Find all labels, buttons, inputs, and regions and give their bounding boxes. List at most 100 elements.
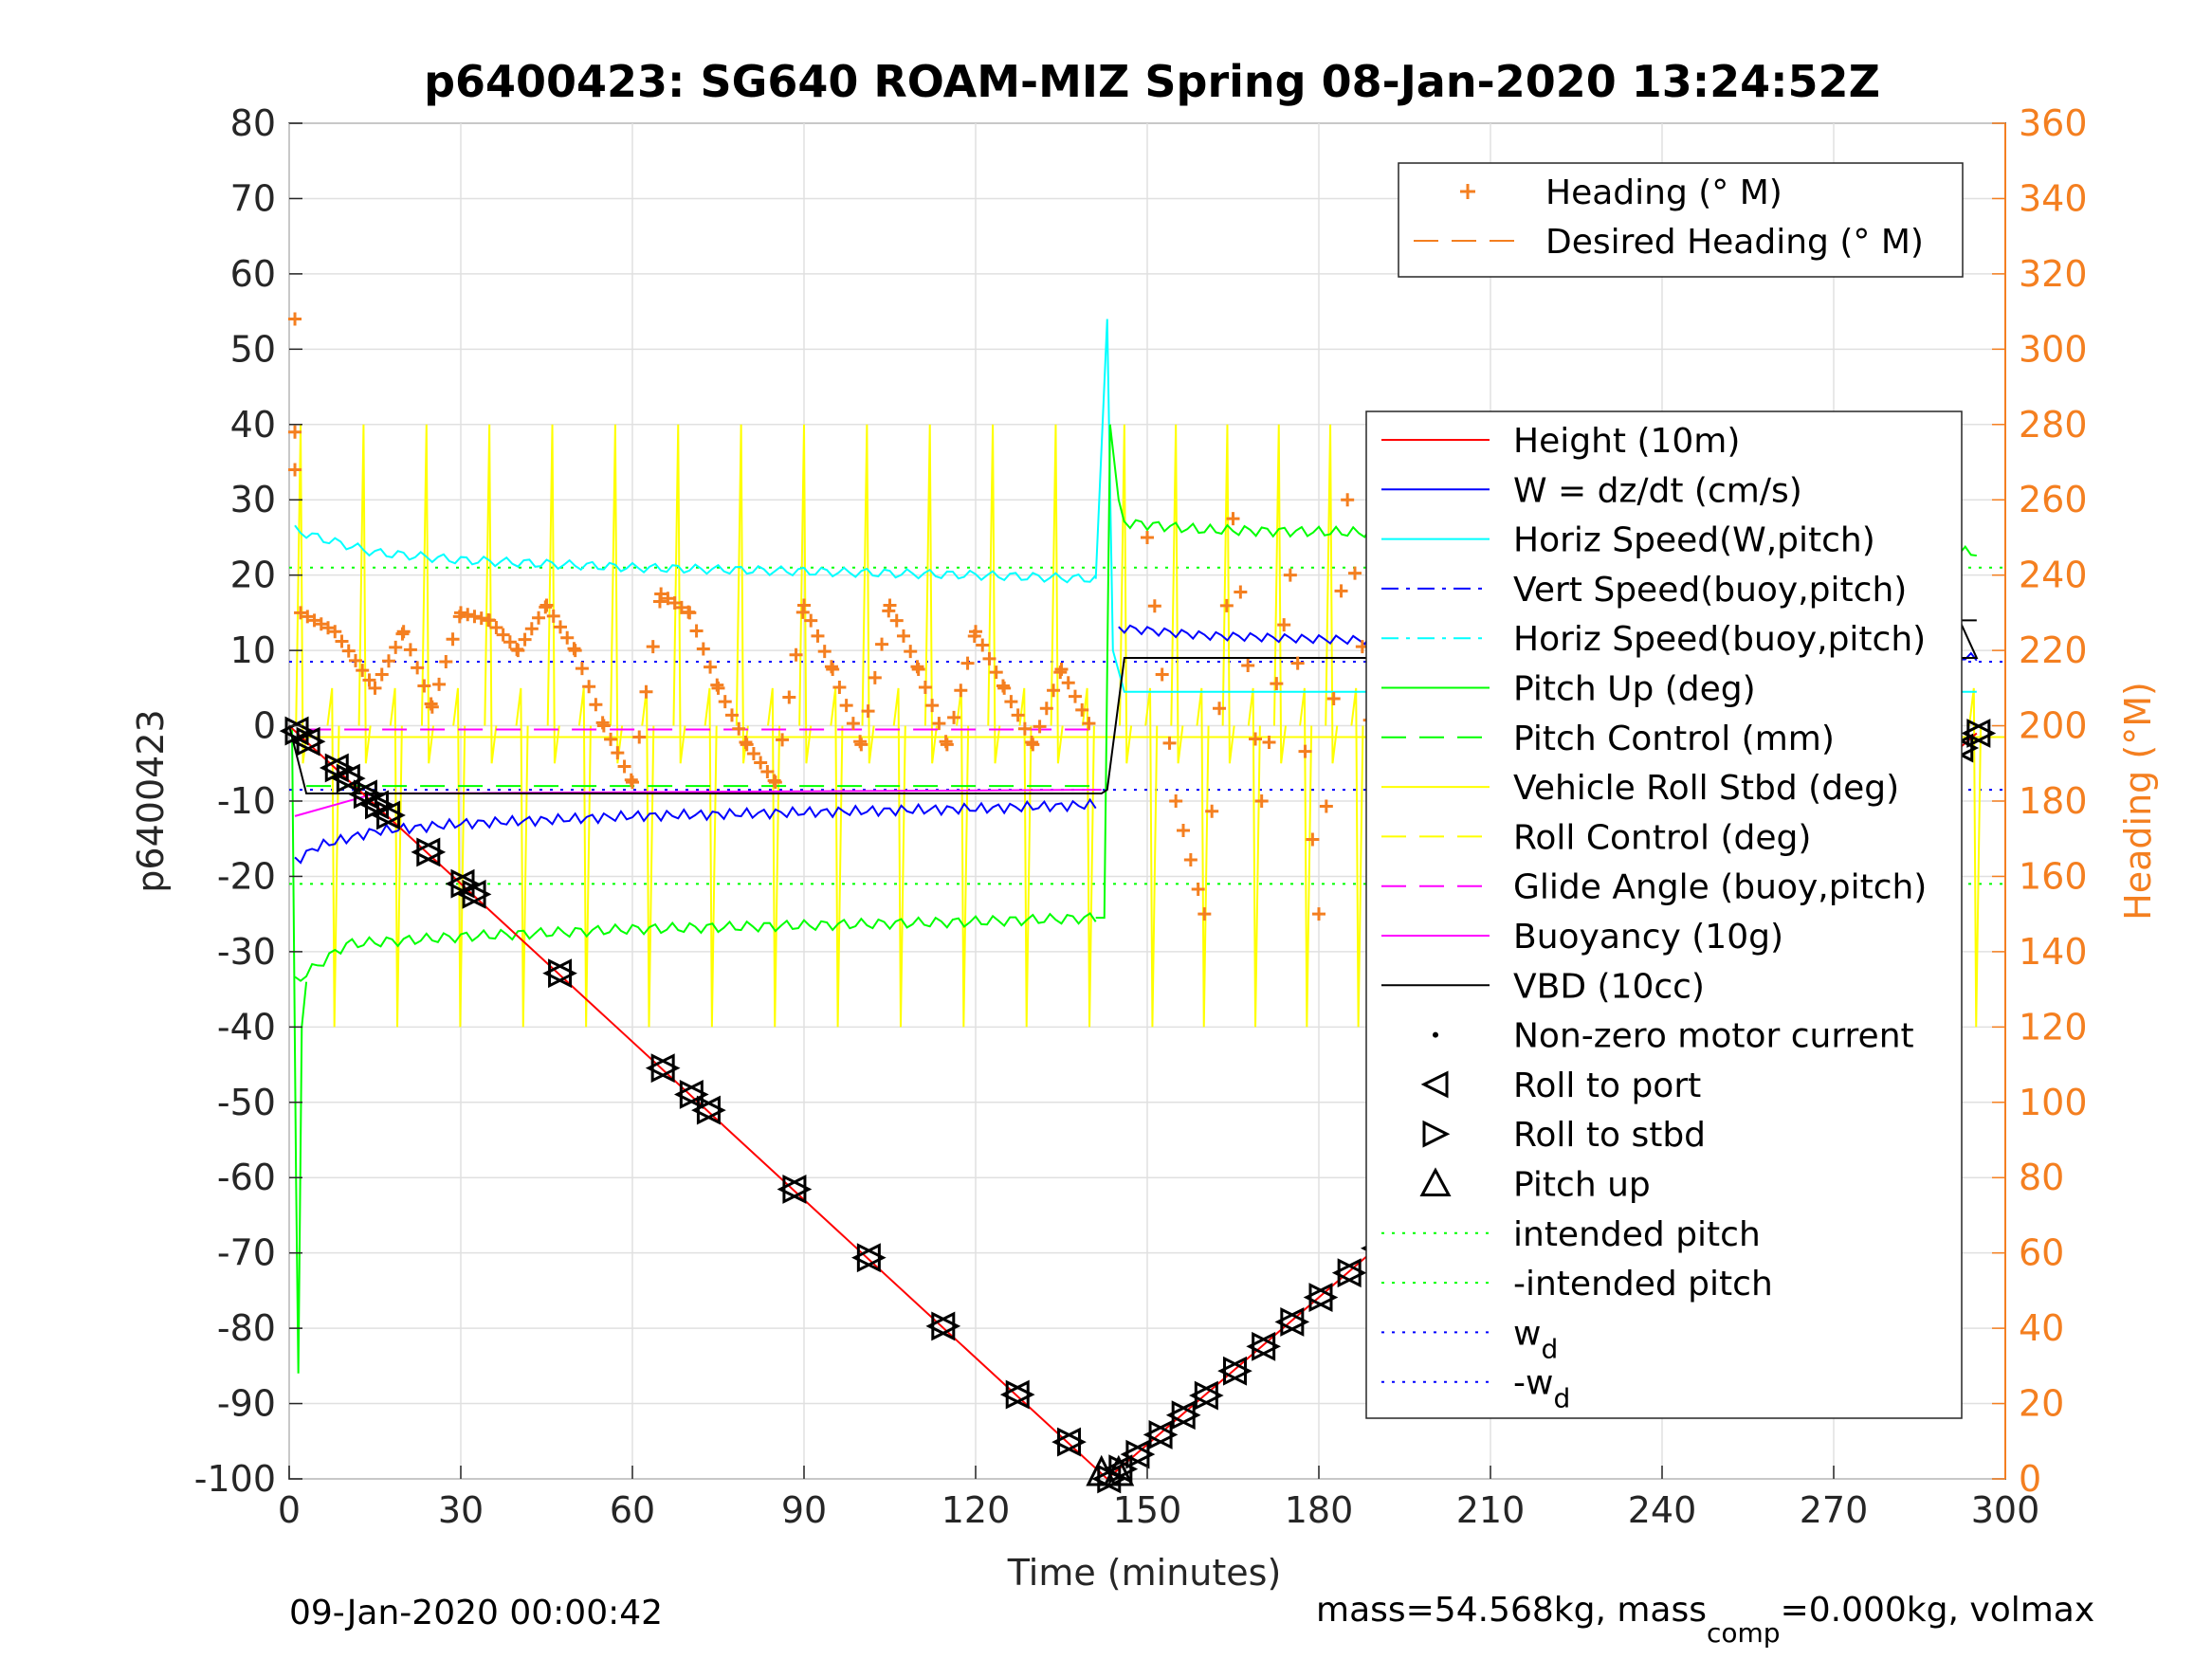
roll-port-marker: [645, 1053, 675, 1084]
y2-tick-label: 180: [2019, 780, 2088, 822]
y2-tick-label: 260: [2019, 479, 2088, 520]
heading-point: [1249, 732, 1263, 746]
legend-heading-label: Heading (° M): [1545, 173, 1782, 212]
heading-point: [768, 775, 782, 790]
heading-point: [1262, 736, 1276, 750]
roll-stbd-marker: [416, 837, 447, 867]
heading-point: [328, 625, 342, 639]
heading-point: [782, 690, 796, 704]
heading-point: [560, 630, 575, 645]
heading-point: [1341, 493, 1355, 507]
y-tick-label: -20: [217, 855, 276, 897]
y2-axis-label: Heading (°M): [2117, 682, 2159, 921]
roll-stbd-marker: [1223, 1356, 1252, 1386]
heading-point: [661, 592, 675, 606]
legend-main-label: -intended pitch: [1513, 1265, 1773, 1304]
y-tick-label: -60: [217, 1157, 276, 1198]
legend-main-label-text: Horiz Speed(W,pitch): [1513, 521, 1875, 560]
heading-point: [896, 629, 910, 643]
roll-spike: [830, 687, 844, 1028]
x-tick-label: 30: [438, 1489, 484, 1531]
heading-point: [1033, 720, 1047, 734]
legend-main-label: Roll Control (deg): [1513, 818, 1811, 857]
heading-point: [575, 662, 589, 676]
heading-point: [1191, 882, 1205, 896]
y-tick-label: -100: [194, 1458, 276, 1500]
legend-main-label-text: Buoyancy (10g): [1513, 918, 1783, 957]
legend-heading-label-text: Desired Heading (° M): [1545, 223, 1924, 262]
y-tick-label: -30: [217, 931, 276, 973]
footer-right-sub: comp: [1707, 1617, 1781, 1649]
legend-main-label: Height (10m): [1513, 422, 1740, 461]
roll-spike: [1018, 687, 1033, 1028]
x-tick-label: 180: [1285, 1489, 1354, 1531]
pitch-up-marker: [1086, 1454, 1118, 1486]
heading-point: [646, 640, 660, 654]
heading-point: [1277, 618, 1291, 632]
roll-spike: [766, 687, 781, 1028]
roll-port-marker: [411, 837, 441, 867]
roll-spike: [1299, 687, 1313, 1028]
footer-right-suffix: =0.000kg, volmax: [1781, 1591, 2095, 1630]
heading-point: [483, 613, 497, 628]
heading-point: [947, 710, 961, 724]
chart-title: p6400423: SG640 ROAM-MIZ Spring 08-Jan-2…: [424, 56, 1880, 107]
legend-main-label-text: w: [1513, 1314, 1541, 1353]
y-tick-label: -40: [217, 1006, 276, 1048]
legend-main-swatch: [1433, 1031, 1438, 1038]
heading-point: [1177, 823, 1191, 837]
heading-point: [846, 717, 860, 731]
heading-point: [1219, 598, 1234, 612]
roll-port-marker: [777, 1175, 807, 1204]
y-tick-label: -10: [217, 780, 276, 822]
roll-spike: [987, 424, 1001, 764]
heading-point: [1197, 907, 1212, 921]
heading-point: [1298, 744, 1312, 758]
heading-point: [288, 425, 302, 439]
heading-point: [704, 660, 718, 674]
heading-point: [667, 596, 682, 611]
roll-port-marker: [1961, 719, 1991, 748]
pitch-descent-line: [294, 912, 1097, 982]
legend-main-label: Vehicle Roll Stbd (deg): [1513, 769, 1899, 808]
heading-point: [1155, 667, 1169, 682]
y-tick-label: -70: [217, 1232, 276, 1274]
roll-port-marker: [1165, 1400, 1196, 1431]
heading-point: [1147, 599, 1161, 613]
heading-point: [1326, 691, 1341, 705]
heading-point: [474, 611, 488, 626]
roll-spike: [1170, 424, 1184, 764]
roll-port-marker: [279, 716, 309, 746]
legend-main-label: Pitch Control (mm): [1513, 720, 1835, 758]
heading-point: [532, 611, 546, 625]
legend-main-label-text: Roll to port: [1513, 1066, 1701, 1105]
y-axis-label: p6400423: [130, 709, 172, 892]
legend-main-swatch: [1420, 1070, 1449, 1099]
footer-left: 09-Jan-2020 00:00:42: [289, 1594, 663, 1632]
heading-point: [1183, 852, 1197, 866]
heading-point: [940, 738, 954, 752]
roll-spike: [577, 687, 592, 1028]
heading-point: [1213, 702, 1227, 716]
roll-stbd-marker: [1057, 1427, 1087, 1457]
x-tick-label: 240: [1628, 1489, 1697, 1531]
roll-spike: [484, 424, 498, 764]
x-tick-label: 300: [1971, 1489, 2040, 1531]
roll-spike: [798, 424, 813, 764]
roll-port-marker: [925, 1311, 956, 1341]
legend-main-label-text: Height (10m): [1513, 422, 1740, 461]
heading-point: [596, 719, 611, 733]
pitch-up-marker: [1103, 1454, 1135, 1486]
heading-point: [626, 775, 639, 790]
heading-point: [861, 704, 875, 719]
y2-tick-label: 0: [2019, 1458, 2041, 1500]
heading-point: [375, 667, 389, 682]
heading-point: [883, 598, 897, 612]
heading-point: [553, 620, 567, 634]
legend-main-label-text: Non-zero motor current: [1513, 1017, 1914, 1056]
heading-point: [789, 647, 803, 662]
heading-point: [582, 680, 596, 694]
roll-spike: [357, 424, 372, 764]
heading-point: [461, 608, 475, 622]
